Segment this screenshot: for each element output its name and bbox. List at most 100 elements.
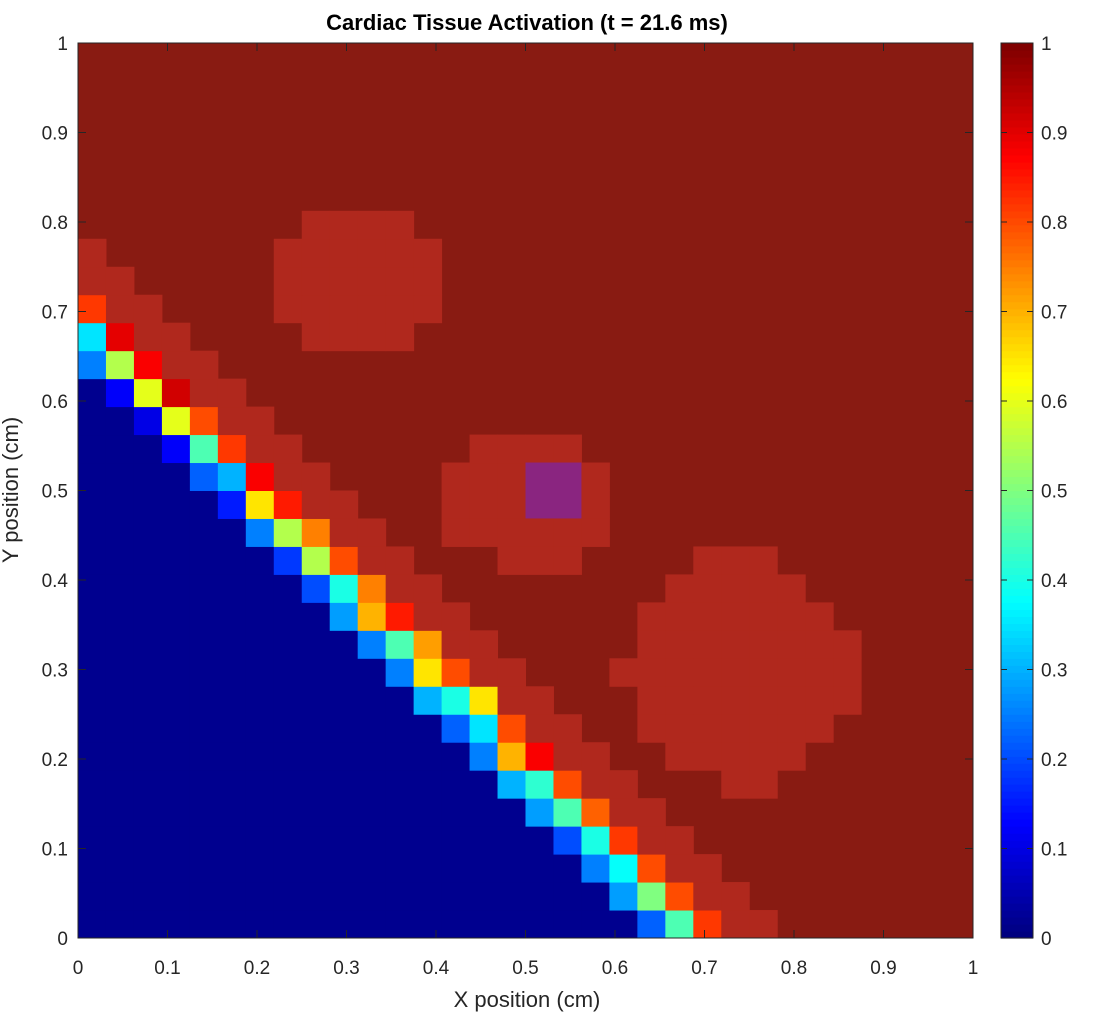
heatmap-cell: [161, 714, 191, 743]
heatmap-cell: [637, 910, 666, 939]
colorbar-segment: [1001, 483, 1033, 492]
colorbar-segment: [1001, 609, 1033, 617]
colorbar-segment: [1001, 595, 1033, 603]
heatmap-cell: [189, 406, 219, 436]
heatmap-cell: [273, 574, 303, 603]
heatmap-cell: [385, 770, 415, 799]
colorbar-tick-label: 0.3: [1041, 661, 1067, 682]
colorbar-segment: [1001, 63, 1033, 72]
heatmap-cell: [189, 518, 219, 547]
heatmap-cell: [497, 658, 526, 687]
heatmap-cell: [217, 434, 247, 464]
heatmap-cell: [525, 798, 554, 827]
heatmap-cell: [189, 350, 219, 380]
heatmap-cell: [385, 574, 415, 603]
heatmap-cell: [189, 574, 219, 603]
heatmap-cell: [581, 462, 610, 491]
heatmap-cell: [217, 882, 247, 911]
heatmap-cell: [329, 210, 359, 240]
heatmap-cell: [525, 882, 554, 911]
colorbar-segment: [1001, 343, 1033, 352]
heatmap-cell: [357, 742, 387, 771]
heatmap-cell: [245, 854, 275, 883]
colorbar-segment: [1001, 532, 1033, 541]
colorbar-segment: [1001, 749, 1033, 757]
colorbar: [1000, 42, 1034, 939]
heatmap-cell: [78, 406, 107, 436]
colorbar-segment: [1001, 840, 1033, 848]
heatmap-cell: [441, 518, 471, 547]
heatmap-cell: [805, 714, 834, 743]
colorbar-tick-label: 0.2: [1041, 750, 1067, 771]
heatmap-cell: [161, 490, 191, 519]
x-tick-label: 0.4: [423, 958, 450, 979]
heatmap-cell: [301, 658, 331, 687]
colorbar-segment: [1001, 210, 1033, 219]
heatmap-cell: [413, 658, 443, 687]
heatmap-cell: [637, 714, 666, 743]
heatmap-cell: [749, 602, 778, 631]
heatmap-cell: [609, 798, 638, 827]
heatmap-cell: [497, 518, 526, 547]
colorbar-segment: [1001, 462, 1033, 471]
heatmap-cell: [553, 770, 582, 799]
colorbar-segment: [1001, 322, 1033, 331]
y-tick-label: 0.2: [42, 750, 68, 771]
heatmap-cell: [693, 742, 722, 771]
heatmap-cell: [78, 742, 107, 771]
heatmap-cell: [245, 574, 275, 603]
heatmap-cell: [301, 686, 331, 715]
heatmap-cell: [78, 658, 107, 687]
heatmap-cell: [273, 910, 303, 939]
colorbar-segment: [1001, 581, 1033, 589]
heatmap-cell: [581, 882, 610, 911]
heatmap-cell: [217, 518, 247, 547]
colorbar-segment: [1001, 392, 1033, 401]
heatmap-cell: [105, 406, 135, 436]
x-tick-labels: 0 0.1 0.2 0.3 0.4 0.5 0.6 0.7 0.8 0.9 1: [73, 958, 979, 979]
heatmap-cell: [133, 294, 163, 324]
heatmap-cell: [245, 770, 275, 799]
heatmap-cell: [329, 574, 359, 603]
heatmap-cell: [161, 462, 191, 491]
heatmap-cell: [525, 686, 554, 715]
colorbar-segment: [1001, 77, 1033, 86]
colorbar-segment: [1001, 672, 1033, 680]
colorbar-segment: [1001, 714, 1033, 722]
heatmap-cell: [413, 714, 443, 743]
heatmap-cell: [273, 294, 303, 324]
heatmap-cell: [665, 574, 694, 603]
colorbar-segment: [1001, 665, 1033, 673]
heatmap-cell: [693, 602, 722, 631]
heatmap-cell: [161, 742, 191, 771]
heatmap-cell: [357, 630, 387, 659]
heatmap-cell: [553, 826, 582, 855]
colorbar-segment: [1001, 189, 1033, 198]
heatmap-cell: [357, 770, 387, 799]
heatmap-cell: [385, 322, 415, 352]
heatmap-cell: [133, 770, 163, 799]
heatmap-cell: [133, 826, 163, 855]
y-tick-label: 0.6: [42, 392, 68, 413]
heatmap-cell: [329, 686, 359, 715]
heatmap-cell: [721, 658, 750, 687]
heatmap-cell: [721, 546, 750, 575]
heatmap-cell: [245, 742, 275, 771]
colorbar-segment: [1001, 43, 1033, 51]
heatmap-cell: [749, 742, 778, 771]
heatmap-cell: [413, 686, 443, 715]
heatmap-cell: [161, 910, 191, 939]
heatmap-cell: [441, 770, 471, 799]
heatmap-cell: [357, 714, 387, 743]
heatmap-cell: [329, 658, 359, 687]
heatmap-cell: [553, 910, 582, 939]
colorbar-segment: [1001, 266, 1033, 275]
heatmap-cell: [105, 770, 135, 799]
heatmap-cell: [749, 546, 778, 575]
heatmap-cell: [133, 350, 163, 380]
heatmap-cell: [721, 602, 750, 631]
colorbar-segment: [1001, 728, 1033, 736]
heatmap-cell: [245, 462, 275, 491]
heatmap-cell: [357, 602, 387, 631]
